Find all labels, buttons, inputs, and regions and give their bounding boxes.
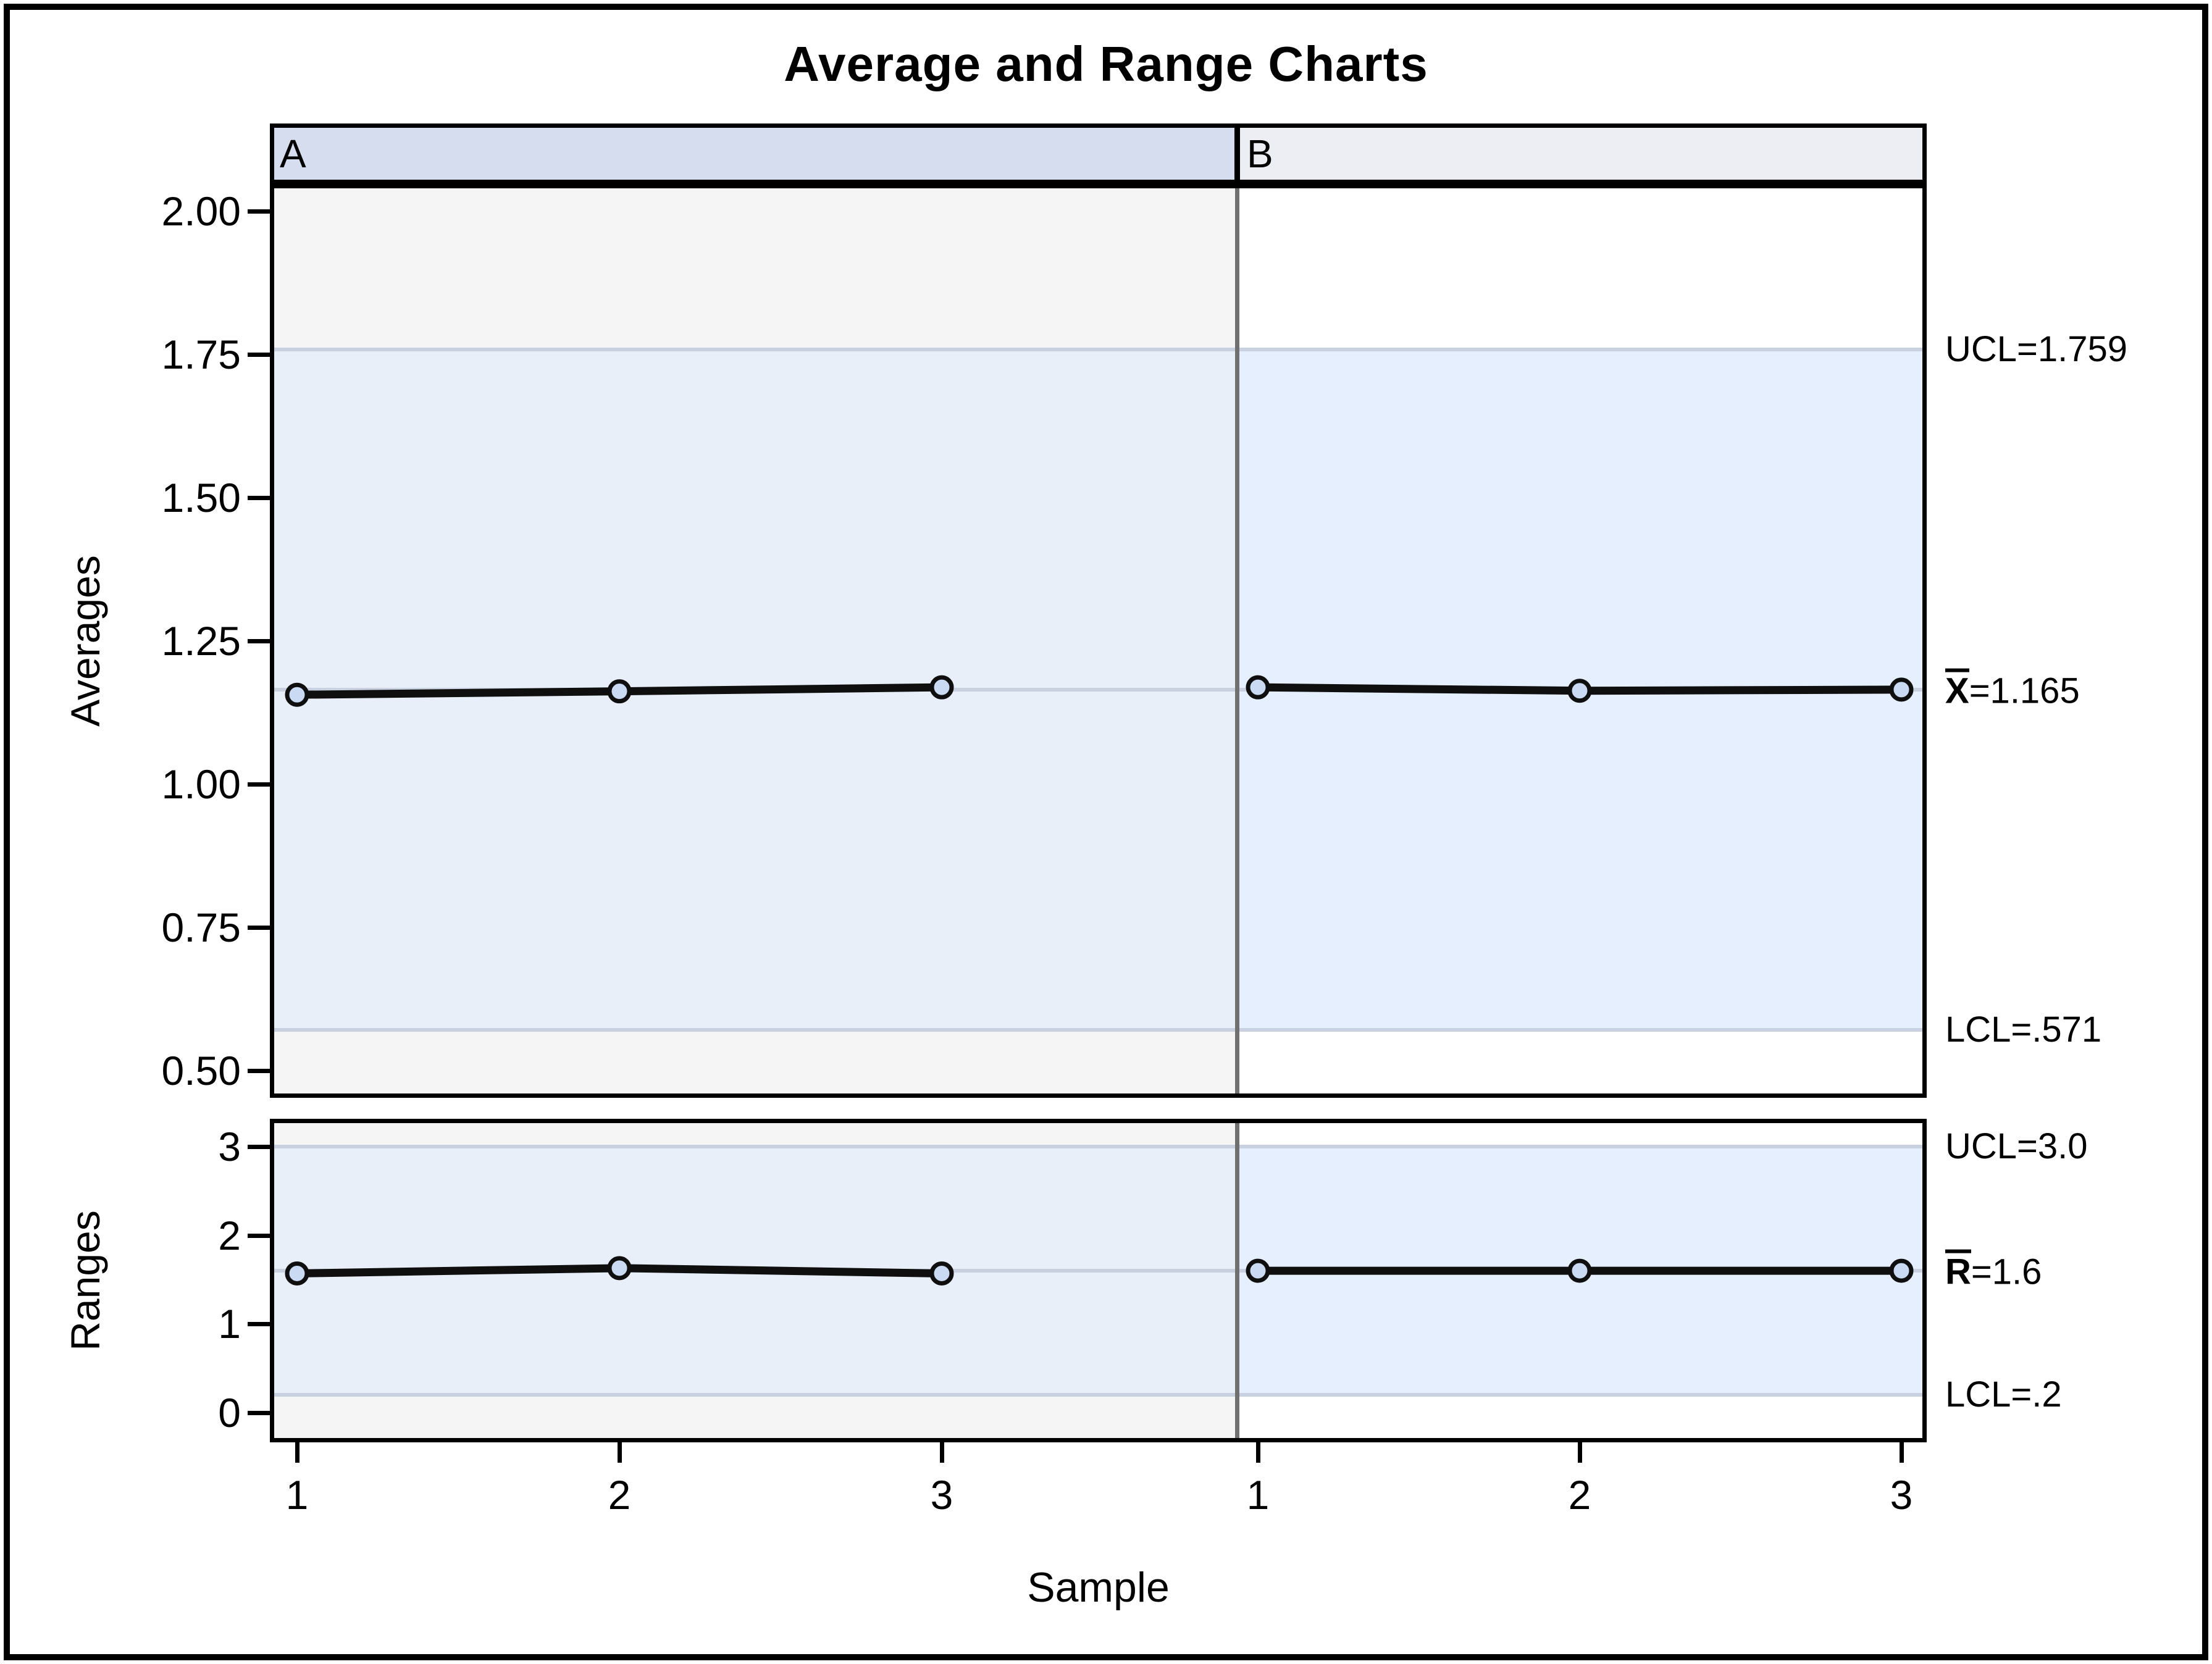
x-tick-label: 3	[930, 1472, 953, 1518]
y-tick-mark	[248, 1411, 270, 1415]
annotation-label: UCL=1.759	[1945, 330, 2127, 369]
x-tick-mark	[618, 1442, 622, 1463]
y-tick-label: 1	[218, 1301, 241, 1347]
annotation-text: LCL=.571	[1945, 1010, 2102, 1050]
panel-divider-line	[1235, 1119, 1239, 1442]
panel-header-b: B	[1237, 123, 1927, 184]
annotation-bar-symbol: X	[1945, 668, 1969, 709]
x-tick-mark	[940, 1442, 944, 1463]
y-tick-mark	[248, 1234, 270, 1238]
ucl-line	[270, 348, 1927, 351]
annotation-text: UCL=3.0	[1945, 1126, 2088, 1167]
annotation-text: LCL=.2	[1945, 1374, 2062, 1415]
annotation-text: =1.6	[1971, 1252, 2042, 1292]
x-tick-label: 2	[1568, 1472, 1591, 1518]
annotation-label: X=1.165	[1945, 668, 2080, 711]
chart-frame	[270, 184, 1927, 1098]
x-tick-mark	[295, 1442, 300, 1463]
annotation-text: =1.165	[1969, 671, 2080, 711]
lcl-line	[270, 1028, 1927, 1032]
annotation-text: UCL=1.759	[1945, 329, 2128, 370]
x-tick-label: 1	[1246, 1472, 1270, 1518]
y-tick-label: 1.75	[161, 332, 241, 377]
annotation-label: LCL=.571	[1945, 1010, 2101, 1050]
y-tick-mark	[248, 209, 270, 214]
lcl-line	[270, 1393, 1927, 1397]
annotation-label: R=1.6	[1945, 1249, 2042, 1292]
panel-b-label: B	[1247, 132, 1273, 176]
y-tick-mark	[248, 1069, 270, 1073]
center-line	[270, 688, 1927, 692]
annotation-label: UCL=3.0	[1945, 1127, 2088, 1166]
chart-frame	[270, 1119, 1927, 1442]
y-tick-label: 0.50	[161, 1048, 241, 1093]
panel-header-a: A	[270, 123, 1237, 184]
y-tick-label: 2.00	[161, 188, 241, 234]
x-axis-title: Sample	[1027, 1564, 1170, 1611]
center-line	[270, 1269, 1927, 1273]
y-tick-mark	[248, 1322, 270, 1326]
y-tick-mark	[248, 926, 270, 930]
y-tick-label: 2	[218, 1213, 241, 1258]
y-tick-mark	[248, 639, 270, 643]
x-tick-label: 2	[608, 1472, 631, 1518]
y-tick-label: 1.50	[161, 475, 241, 521]
y-tick-label: 0	[218, 1390, 241, 1436]
y-tick-label: 3	[218, 1124, 241, 1169]
ucl-line	[270, 1145, 1927, 1148]
panel-divider-line	[1235, 184, 1239, 1098]
y-tick-label: 0.75	[161, 905, 241, 950]
y-tick-mark	[248, 496, 270, 500]
chart-title: Average and Range Charts	[784, 36, 1428, 91]
y-tick-mark	[248, 353, 270, 357]
annotation-label: LCL=.2	[1945, 1375, 2062, 1415]
x-tick-mark	[1256, 1442, 1260, 1463]
panel-a-label: A	[280, 132, 306, 176]
y-tick-label: 1.00	[161, 761, 241, 807]
annotation-bar-symbol: R	[1945, 1249, 1971, 1290]
x-tick-label: 3	[1890, 1472, 1913, 1518]
x-tick-mark	[1900, 1442, 1904, 1463]
y-tick-mark	[248, 782, 270, 787]
x-tick-mark	[1578, 1442, 1582, 1463]
y-tick-label: 1.25	[161, 618, 241, 664]
x-tick-label: 1	[285, 1472, 309, 1518]
y-tick-mark	[248, 1145, 270, 1149]
panel-header-divider	[1234, 123, 1240, 184]
